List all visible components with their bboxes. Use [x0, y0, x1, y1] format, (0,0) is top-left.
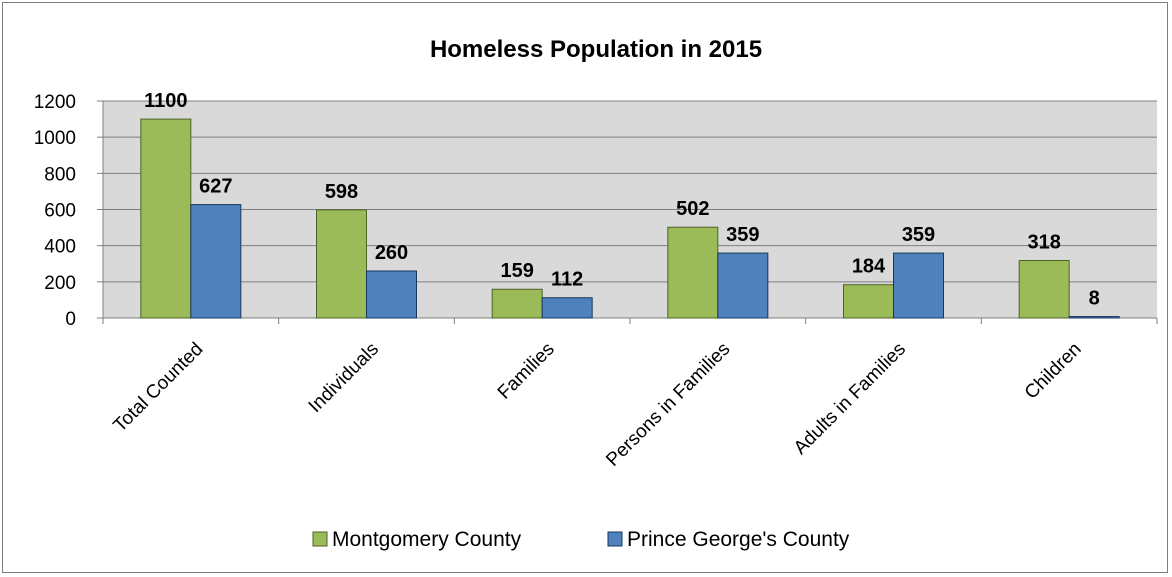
y-tick-label: 200	[44, 273, 76, 294]
data-label: 318	[1027, 231, 1060, 253]
bar	[366, 270, 417, 319]
data-label: 627	[199, 176, 232, 198]
y-tick-label: 400	[44, 237, 76, 258]
x-tick-label: Individuals	[305, 339, 383, 417]
legend-swatch	[312, 531, 328, 547]
x-tick-label: Total Counted	[110, 339, 208, 437]
y-tick-label: 1000	[34, 128, 76, 149]
bar	[491, 288, 543, 319]
x-tick-label: Children	[1021, 339, 1086, 404]
x-tick-label: Families	[494, 339, 559, 404]
data-label: 112	[551, 269, 583, 291]
y-tick-label: 800	[44, 164, 76, 185]
data-label: 502	[676, 198, 709, 220]
legend-label: Montgomery County	[332, 528, 522, 551]
data-label: 598	[325, 181, 358, 203]
bar	[541, 297, 593, 319]
legend-label: Prince George's County	[627, 528, 850, 551]
y-tick-label: 1200	[34, 92, 76, 113]
bar	[190, 204, 242, 319]
data-label: 1100	[144, 90, 187, 112]
data-label: 184	[852, 256, 886, 278]
bar	[717, 252, 769, 319]
bar	[316, 209, 367, 319]
data-label: 359	[902, 224, 935, 246]
data-label: 159	[500, 260, 533, 282]
bar	[140, 118, 192, 319]
legend-swatch	[607, 531, 623, 547]
y-tick-label: 600	[44, 201, 76, 222]
chart-title: Homeless Population in 2015	[430, 36, 762, 63]
y-tick-label: 0	[65, 309, 76, 330]
bar	[667, 226, 719, 319]
x-tick-label: Adults in Families	[790, 339, 910, 459]
bar	[893, 252, 944, 319]
bar	[1068, 316, 1120, 319]
legend: Montgomery County Prince George's County	[312, 528, 850, 551]
bar	[843, 284, 894, 319]
data-label: 260	[375, 242, 408, 264]
data-label: 8	[1089, 288, 1100, 310]
x-tick-label: Persons in Families	[602, 339, 734, 471]
bar	[1018, 259, 1070, 319]
plot-area: 0 200 400 600 800 1000 1200 1100 627 Total Counte…	[34, 90, 1158, 471]
data-label: 359	[726, 224, 759, 246]
